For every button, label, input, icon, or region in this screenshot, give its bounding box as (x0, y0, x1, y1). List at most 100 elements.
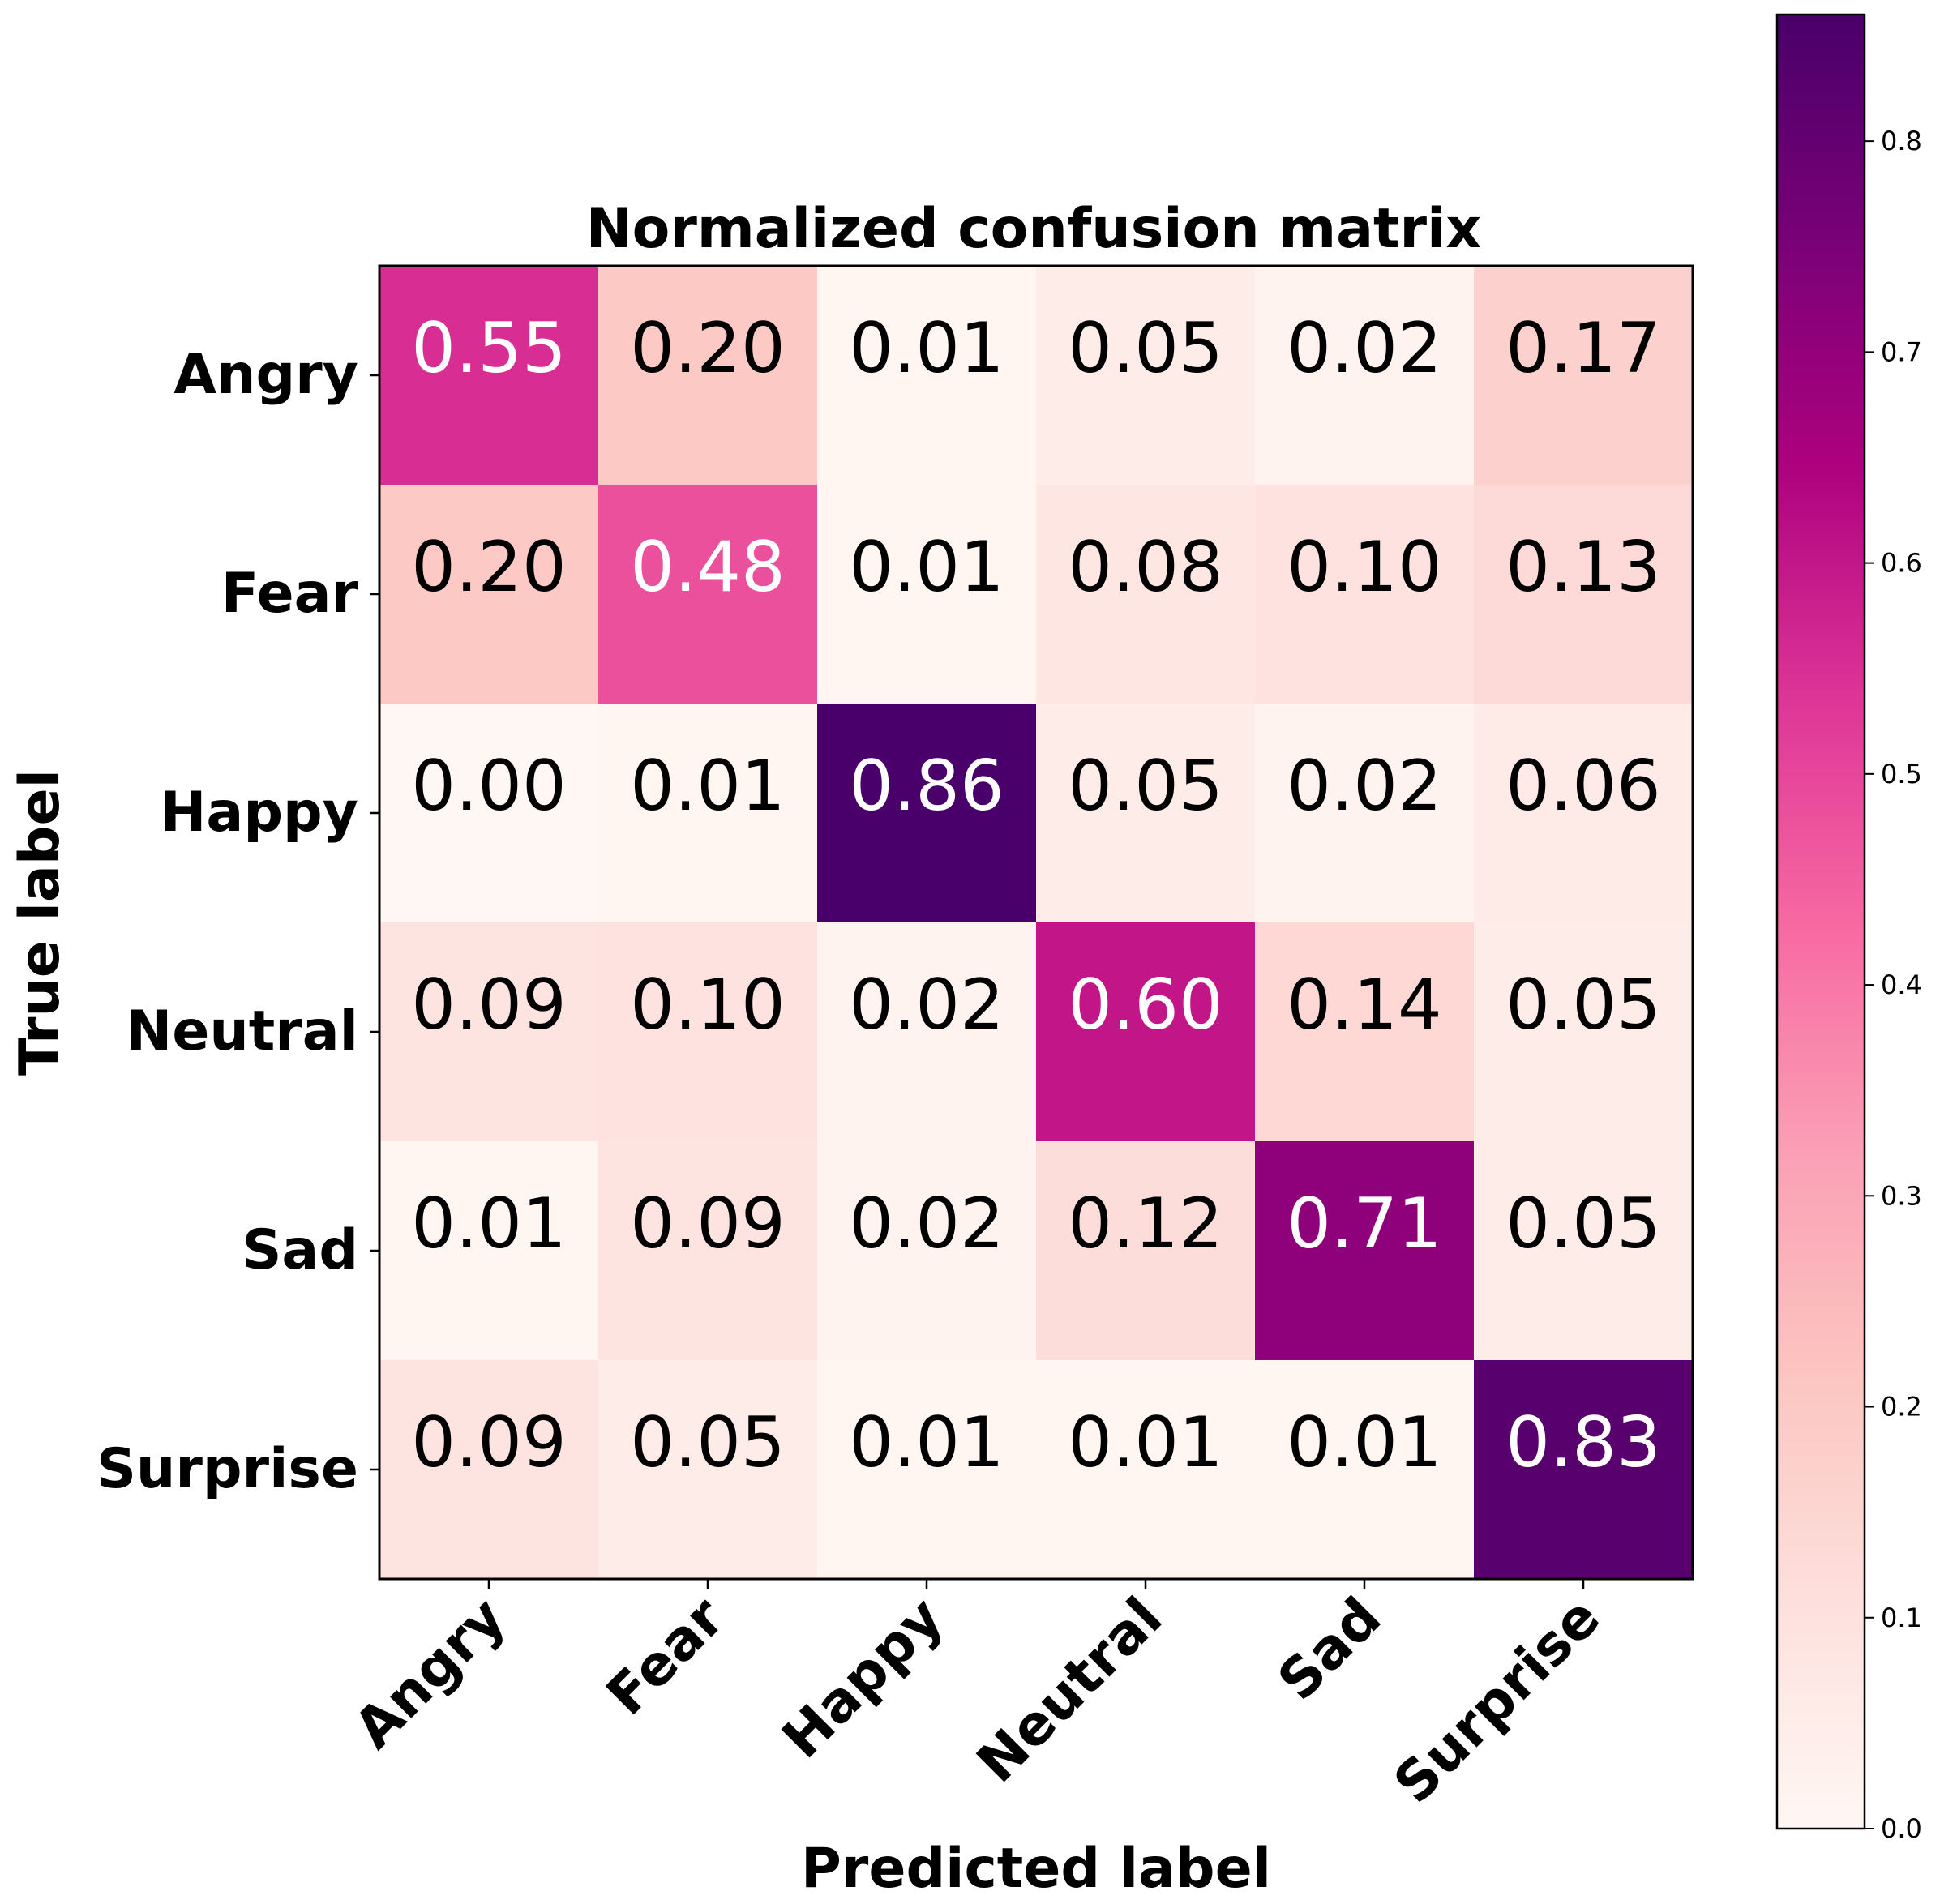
cell-value-label: 0.02 (849, 1183, 1004, 1264)
heatmap-cell (817, 704, 1037, 923)
heatmap-cell (817, 266, 1037, 486)
cell-value-label: 0.20 (411, 527, 566, 608)
cell-value-label: 0.08 (1068, 527, 1223, 608)
heatmap-cell (1255, 485, 1475, 704)
heatmap-cell (1036, 1360, 1256, 1580)
y-tick-label: Neutral (126, 999, 358, 1063)
colorbar-tick-label: 0.0 (1881, 1813, 1922, 1844)
x-tick-label: Sad (1266, 1585, 1394, 1713)
heatmap-cell-labels: 0.55 0.20 0.01 0.05 0.02 0.17 0.20 0.48 0.01 0.08… (411, 308, 1660, 1483)
y-tick-label: Sad (242, 1218, 358, 1282)
colorbar-gradient (1777, 15, 1865, 1829)
cell-value-label: 0.48 (630, 527, 785, 608)
colorbar-ticks: 0.0 0.1 0.2 0.3 0.4 0.5 0.6 0.7 0.8 (1865, 126, 1922, 1844)
y-tick-label: Surprise (96, 1437, 358, 1501)
heatmap-cell (1474, 922, 1694, 1142)
x-axis-label: Predicted label (801, 1837, 1271, 1901)
heatmap-cell (598, 485, 818, 704)
heatmap-cell (1474, 1360, 1694, 1580)
heatmap-cell (817, 485, 1037, 704)
heatmap-cell (379, 704, 599, 923)
heatmap-cell (1036, 704, 1256, 923)
heatmap-cell (379, 266, 599, 486)
heatmap-cell (1036, 485, 1256, 704)
cell-value-label: 0.10 (630, 965, 785, 1046)
cell-value-label: 0.05 (1068, 746, 1223, 827)
x-tick-label: Fear (594, 1585, 737, 1728)
colorbar-tick-label: 0.4 (1881, 969, 1922, 1000)
colorbar: 0.0 0.1 0.2 0.3 0.4 0.5 0.6 0.7 0.8 (1775, 13, 1922, 1844)
colorbar-tick-label: 0.2 (1881, 1392, 1922, 1423)
cell-value-label: 0.14 (1287, 965, 1441, 1046)
cell-value-label: 0.05 (1505, 1183, 1660, 1264)
cell-value-label: 0.05 (1505, 965, 1660, 1046)
heatmap-cell (379, 1360, 599, 1580)
heatmap-cell (598, 266, 818, 486)
heatmap-cell (1255, 704, 1475, 923)
cell-value-label: 0.01 (849, 308, 1004, 389)
cell-value-label: 0.10 (1287, 527, 1441, 608)
cell-value-label: 0.01 (1068, 1402, 1223, 1483)
cell-value-label: 0.02 (1287, 746, 1441, 827)
cell-value-label: 0.01 (411, 1183, 566, 1264)
cell-value-label: 0.05 (1068, 308, 1223, 389)
colorbar-tick-label: 0.5 (1881, 759, 1922, 789)
cell-value-label: 0.09 (630, 1183, 785, 1264)
cell-value-label: 0.13 (1505, 527, 1660, 608)
y-axis-label: True label (8, 769, 72, 1076)
heatmap-cell (1474, 485, 1694, 704)
cell-value-label: 0.06 (1505, 746, 1660, 827)
heatmap-cell (598, 1360, 818, 1580)
heatmap-cell (1036, 1141, 1256, 1361)
colorbar-tick-label: 0.3 (1881, 1180, 1922, 1211)
plot-frame (378, 264, 1694, 1581)
colorbar-tick-label: 0.7 (1881, 336, 1922, 367)
colorbar-tick-label: 0.8 (1881, 126, 1922, 156)
cell-value-label: 0.60 (1068, 965, 1223, 1046)
y-tick-label: Fear (221, 562, 359, 626)
cell-value-label: 0.05 (630, 1402, 785, 1483)
heatmap-cell (1255, 1360, 1475, 1580)
cell-value-label: 0.20 (630, 308, 785, 389)
cell-value-label: 0.01 (630, 746, 785, 827)
heatmap-cell (817, 922, 1037, 1142)
x-tick-label: Neutral (965, 1585, 1175, 1795)
cell-value-label: 0.09 (411, 1402, 566, 1483)
heatmap-cell (1036, 922, 1256, 1142)
cell-value-label: 0.01 (849, 1402, 1004, 1483)
heatmap-cell (1255, 1141, 1475, 1361)
cell-value-label: 0.71 (1287, 1183, 1441, 1264)
y-tick-label: Angry (173, 343, 358, 407)
x-tick-label: Happy (770, 1585, 956, 1771)
cell-value-label: 0.55 (411, 308, 566, 389)
heatmap-cell (1255, 266, 1475, 486)
colorbar-frame (1775, 13, 1866, 1830)
cell-value-label: 0.83 (1505, 1402, 1660, 1483)
colorbar-tick-label: 0.1 (1881, 1602, 1922, 1633)
heatmap-cell (817, 1360, 1037, 1580)
heatmap-cell (1255, 922, 1475, 1142)
heatmap-cell (1036, 266, 1256, 486)
heatmap-cell (379, 1141, 599, 1361)
cell-value-label: 0.17 (1505, 308, 1660, 389)
y-tick-label: Happy (161, 781, 358, 845)
chart-title: Normalized confusion matrix (586, 197, 1482, 261)
cell-value-label: 0.01 (849, 527, 1004, 608)
cell-value-label: 0.02 (849, 965, 1004, 1046)
heatmap-cell (598, 922, 818, 1142)
heatmap-cell (598, 1141, 818, 1361)
cell-value-label: 0.00 (411, 746, 566, 827)
cell-value-label: 0.12 (1068, 1183, 1223, 1264)
cell-value-label: 0.01 (1287, 1402, 1441, 1483)
x-tick-label: Angry (342, 1585, 518, 1761)
x-tick-label: Surprise (1382, 1585, 1612, 1816)
colorbar-tick-label: 0.6 (1881, 548, 1922, 579)
cell-value-label: 0.86 (849, 746, 1004, 827)
cell-value-label: 0.09 (411, 965, 566, 1046)
heatmap-cell (598, 704, 818, 923)
heatmap-cell (1474, 1141, 1694, 1361)
heatmap-cell (1474, 266, 1694, 486)
heatmap-cell (379, 485, 599, 704)
